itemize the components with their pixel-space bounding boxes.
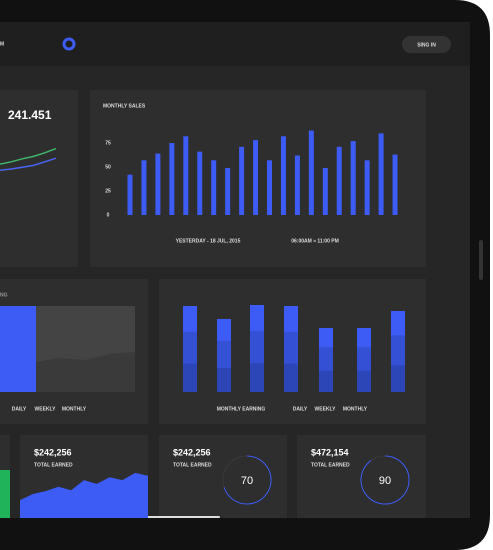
amount-label: TOTAL EARNED	[173, 462, 212, 468]
bar-shade	[250, 363, 264, 392]
bar	[364, 160, 370, 215]
bar	[392, 154, 398, 215]
tab[interactable]: WEEKLY	[315, 406, 337, 412]
bar	[183, 136, 189, 215]
bar	[225, 167, 231, 215]
bar	[336, 146, 342, 215]
bar	[211, 160, 217, 215]
bar	[267, 160, 272, 215]
amount: $242,256	[34, 447, 72, 457]
progress-value: 90	[379, 475, 391, 487]
bar-shade	[284, 363, 298, 392]
bar	[169, 143, 175, 215]
bar	[141, 160, 147, 215]
progress-ring	[360, 455, 410, 505]
bar	[197, 151, 203, 215]
area	[20, 472, 148, 518]
bar	[280, 136, 286, 215]
stat-card	[0, 90, 78, 267]
bar	[322, 167, 328, 215]
bar	[294, 155, 300, 215]
signin-label[interactable]: SING IN	[417, 42, 436, 48]
signin-button[interactable]	[402, 36, 451, 53]
period-shade	[36, 352, 135, 392]
header	[0, 22, 470, 66]
bar	[308, 130, 314, 215]
bar-shade	[357, 370, 371, 392]
side-button	[479, 240, 483, 280]
bar	[350, 141, 356, 215]
bar	[239, 146, 245, 215]
bar	[378, 133, 384, 215]
tab[interactable]: MONTHLY	[343, 406, 368, 412]
line	[0, 147, 57, 165]
green-area	[0, 470, 10, 518]
bar	[155, 153, 161, 215]
progress-ring	[222, 455, 272, 505]
bar	[127, 174, 133, 215]
logo	[62, 37, 76, 51]
sales-footer: 06:00AM » 11:00 PM	[291, 238, 339, 244]
bar-shade	[217, 367, 231, 392]
period-block	[0, 306, 36, 392]
tab[interactable]: DAILY	[12, 406, 27, 412]
bar	[253, 140, 259, 215]
tab[interactable]: WEEKLY	[35, 406, 57, 412]
bar-shade	[319, 370, 333, 392]
y-tick-label: 25	[105, 188, 111, 194]
y-tick-label: 75	[105, 140, 111, 146]
bar-shade	[183, 363, 197, 392]
period-label: NG	[0, 292, 8, 298]
tab[interactable]: MONTHLY	[62, 406, 87, 412]
sales-title: MONTHLY SALES	[103, 103, 146, 109]
sales-footer: YESTERDAY - 18 JUL, 2015	[176, 238, 241, 244]
amount: $472,154	[311, 447, 349, 457]
amount: $242,256	[173, 447, 211, 457]
amount-label: TOTAL EARNED	[311, 462, 350, 468]
tab[interactable]: DAILY	[293, 406, 308, 412]
line	[0, 157, 57, 171]
stat-value: 241.451	[8, 108, 52, 122]
brand: M	[0, 41, 4, 47]
progress-value: 70	[241, 475, 253, 487]
y-tick-label: 50	[105, 164, 111, 170]
y-tick-label: 0	[107, 212, 110, 218]
earning-title: MONTHLY EARNING	[217, 406, 266, 412]
amount-label: TOTAL EARNED	[34, 462, 73, 468]
bar-shade	[391, 365, 405, 392]
